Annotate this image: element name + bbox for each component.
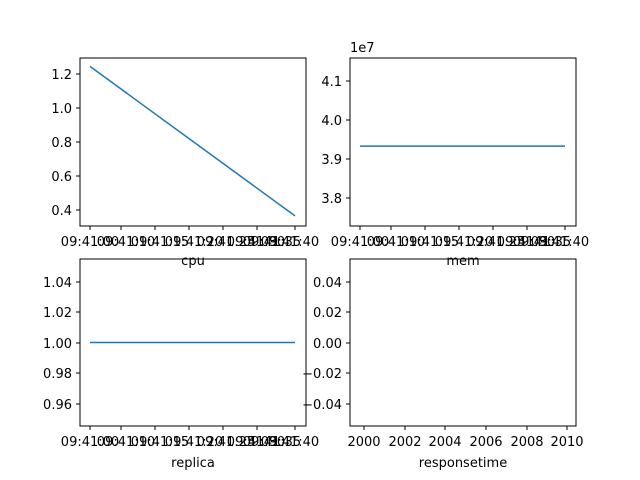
y-ticks: 3.8 3.9 4.0 4.1 — [321, 75, 350, 207]
x-tick-label: 09:41:20 — [165, 435, 223, 450]
x-tick-label: 09:41:35 — [243, 235, 301, 250]
x-tick-label: 09:41:25 — [467, 235, 525, 250]
x-axis-label: mem — [446, 254, 479, 269]
x-tick-label: 09:41:35 — [513, 235, 571, 250]
x-tick-label: 2002 — [388, 435, 421, 450]
x-tick-label: 09:41:35 — [243, 435, 301, 450]
y-tick-label: 0.4 — [51, 204, 72, 219]
y-tick-label: −0.02 — [302, 367, 342, 382]
x-tick-label: 09:41:10 — [97, 235, 155, 250]
y-tick-label: 0.8 — [51, 136, 72, 151]
x-ticks: 09:41:00 09:41:10 09:41:15 09:41:20 09:4… — [61, 226, 319, 250]
y-tick-label: 4.0 — [321, 114, 342, 129]
x-axis-label: cpu — [181, 254, 205, 269]
y-tick-label: 4.1 — [321, 75, 342, 90]
y-tick-label: 1.0 — [51, 102, 72, 117]
x-tick-label: 09:41:00 — [331, 235, 389, 250]
x-tick-label: 09:41:30 — [227, 235, 285, 250]
y-tick-label: 0.98 — [43, 367, 72, 382]
y-offset-label: 1e7 — [350, 41, 375, 56]
x-tick-label: 09:41:15 — [401, 235, 459, 250]
x-tick-label: 2010 — [550, 435, 583, 450]
y-tick-label: −0.04 — [302, 398, 342, 413]
y-ticks: 0.04 0.02 0.00 −0.02 −0.04 — [302, 276, 350, 413]
x-ticks: 09:41:00 09:41:10 09:41:15 09:41:20 09:4… — [331, 226, 589, 250]
x-tick-label: 09:41:00 — [61, 435, 119, 450]
x-axis-label: responsetime — [419, 456, 507, 471]
y-ticks: 0.96 0.98 1.00 1.02 1.04 — [43, 276, 80, 413]
y-tick-label: 0.96 — [43, 398, 72, 413]
x-tick-label: 09:41:20 — [165, 235, 223, 250]
x-tick-label: 09:41:30 — [497, 235, 555, 250]
x-tick-label: 09:41:40 — [261, 435, 319, 450]
subplot-replica: 0.96 0.98 1.00 1.02 1.04 09:41:00 09:41:… — [43, 258, 319, 471]
y-tick-label: 1.02 — [43, 306, 72, 321]
x-tick-label: 2000 — [347, 435, 380, 450]
x-tick-label: 09:41:10 — [97, 435, 155, 450]
x-ticks: 2000 2002 2004 2006 2008 2010 — [347, 426, 584, 450]
y-ticks: 0.4 0.6 0.8 1.0 1.2 — [51, 68, 80, 219]
y-tick-label: 1.00 — [43, 337, 72, 352]
x-tick-label: 2006 — [469, 435, 502, 450]
x-tick-label: 2008 — [510, 435, 543, 450]
x-tick-label: 09:41:15 — [131, 435, 189, 450]
y-tick-label: 3.8 — [321, 192, 342, 207]
x-ticks: 09:41:00 09:41:10 09:41:15 09:41:20 09:4… — [61, 426, 319, 450]
x-tick-label: 09:41:10 — [367, 235, 425, 250]
x-tick-label: 2004 — [428, 435, 461, 450]
x-tick-label: 09:41:30 — [227, 435, 285, 450]
y-tick-label: 0.6 — [51, 170, 72, 185]
x-tick-label: 09:41:25 — [197, 235, 255, 250]
y-tick-label: 0.02 — [313, 306, 342, 321]
subplot-mem: 1e7 3.8 3.9 4.0 4.1 09:41:00 09:41:10 09… — [321, 41, 589, 269]
y-tick-label: 0.00 — [313, 337, 342, 352]
x-tick-label: 09:41:25 — [197, 435, 255, 450]
y-tick-label: 1.2 — [51, 68, 72, 83]
x-tick-label: 09:41:40 — [531, 235, 589, 250]
y-tick-label: 1.04 — [43, 276, 72, 291]
subplot-cpu: 0.4 0.6 0.8 1.0 1.2 09:41:00 09:41:10 09… — [51, 57, 319, 269]
x-tick-label: 09:41:15 — [131, 235, 189, 250]
series-line-cpu — [89, 65, 296, 217]
subplot-responsetime: 0.04 0.02 0.00 −0.02 −0.04 2000 2002 200… — [302, 258, 584, 471]
x-axis-label: replica — [171, 456, 215, 471]
x-tick-label: 09:41:40 — [261, 235, 319, 250]
y-tick-label: 0.04 — [313, 276, 342, 291]
x-tick-label: 09:41:20 — [435, 235, 493, 250]
x-tick-label: 09:41:00 — [61, 235, 119, 250]
y-tick-label: 3.9 — [321, 153, 342, 168]
axes-frame — [349, 57, 577, 227]
